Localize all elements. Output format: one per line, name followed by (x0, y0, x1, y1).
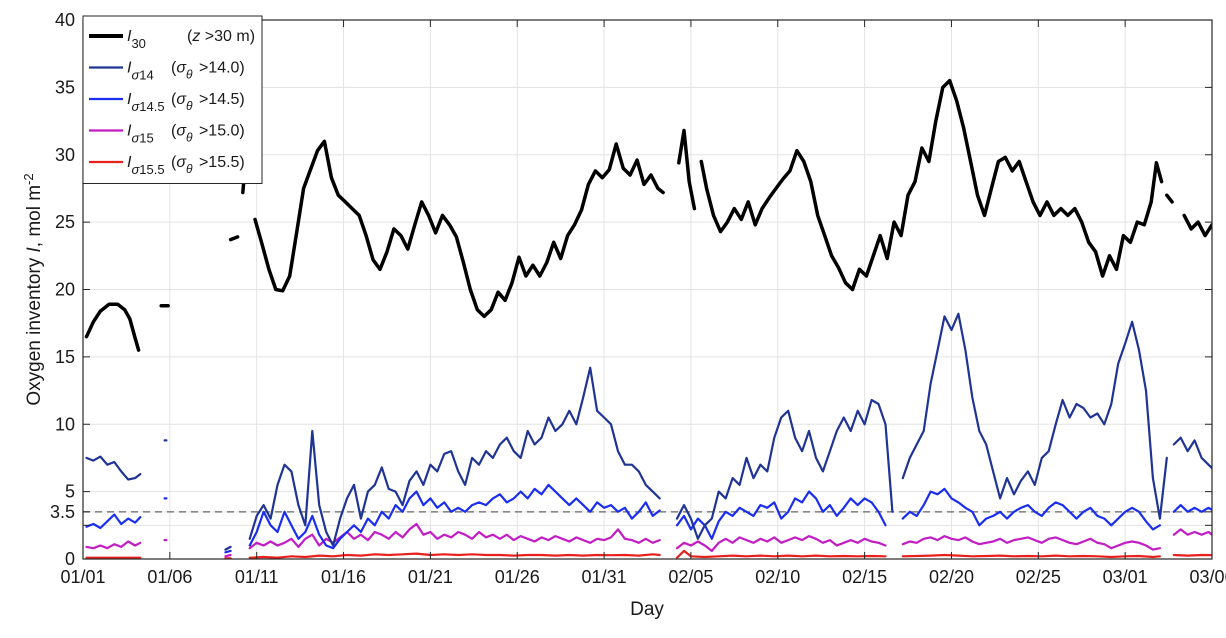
x-axis-title: Day (630, 599, 664, 620)
series-line-Isigma14.5 (87, 515, 141, 529)
series-line-Isigma14.5 (677, 492, 886, 539)
x-tick-label: 01/16 (321, 567, 366, 587)
legend: I30(z >30 m)Iσ14(σθ >14.0)Iσ14.5(σθ >14.… (83, 16, 262, 184)
x-tick-label: 02/05 (668, 567, 713, 587)
y-tick-label: 20 (55, 280, 75, 300)
series-line-Isigma15 (87, 542, 141, 549)
series-line-Isigma14.5 (225, 551, 230, 552)
x-tick-label: 01/06 (147, 567, 192, 587)
x-tick-label: 01/11 (235, 567, 279, 587)
series-line-Isigma15.5 (1174, 554, 1226, 558)
legend-condition: (z >30 m) (187, 28, 255, 45)
series-line-I30 (255, 141, 663, 316)
x-tick-labels: 01/01 01/06 01/11 01/16 01/21 01/26 01/31 02/05… (60, 567, 1226, 587)
series-line-I30 (1167, 195, 1172, 202)
series-line-I30 (701, 81, 1161, 290)
y-axis-title-part3: , mol m (24, 185, 45, 247)
series-line-Isigma14 (903, 314, 1167, 519)
x-tick-label: 02/20 (929, 567, 974, 587)
series-line-Isigma14 (87, 457, 141, 480)
x-tick-label: 02/25 (1016, 567, 1061, 587)
series-line-Isigma15 (1174, 529, 1226, 555)
series-line-Isigma15 (250, 524, 660, 548)
series-line-Isigma15.5 (677, 551, 886, 558)
series-line-I30 (1184, 160, 1226, 303)
series-line-Isigma15 (903, 536, 1160, 550)
series-line-Isigma15 (677, 536, 886, 551)
series-line-Isigma14.5 (903, 489, 1160, 530)
y-tick-label: 3.5 (50, 502, 75, 522)
x-tick-label: 02/15 (842, 567, 887, 587)
series-line-Isigma14 (677, 400, 892, 539)
series-line-Isigma14 (225, 547, 230, 550)
series-line-Isigma14.5 (1174, 458, 1226, 552)
series-line-Isigma15.5 (903, 555, 1160, 557)
y-tick-label: 25 (55, 212, 75, 232)
series-line-I30 (231, 237, 238, 240)
x-tick-label: 01/26 (495, 567, 540, 587)
series-Isigma15.5 (87, 551, 1226, 558)
y-tick-label: 35 (55, 77, 75, 97)
y-tick-labels: 0 3.55 10 15 20 25 30 35 40 (50, 10, 75, 569)
series-Isigma14 (87, 269, 1226, 549)
x-tick-label: 03/01 (1103, 567, 1148, 587)
y-tick-label: 10 (55, 414, 75, 434)
series-line-Isigma15.5 (250, 554, 660, 558)
y-tick-label: 30 (55, 145, 75, 165)
y-tick-label: 15 (55, 347, 75, 367)
series-line-Isigma14 (1174, 269, 1226, 491)
y-axis-title-part1: Oxygen inventory (24, 252, 45, 405)
y-axis-title: Oxygen inventory I, mol m-2 (21, 173, 45, 405)
y-tick-label: 0 (65, 549, 75, 569)
series-line-I30 (679, 131, 695, 209)
x-tick-label: 01/21 (408, 567, 453, 587)
y-tick-label: 40 (55, 10, 75, 30)
x-tick-label: 01/31 (582, 567, 627, 587)
y-tick-label: 5 (65, 482, 75, 502)
series-line-I30 (87, 304, 139, 350)
series-line-Isigma15 (225, 555, 230, 556)
y-axis-title-superscript: -2 (21, 173, 36, 185)
x-tick-label: 02/10 (755, 567, 800, 587)
x-tick-label: 01/01 (60, 567, 105, 587)
x-tick-label: 03/06 (1189, 567, 1226, 587)
